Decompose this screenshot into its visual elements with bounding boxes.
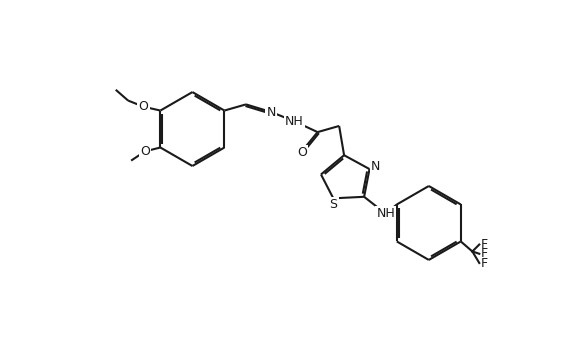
Text: F: F: [481, 247, 488, 260]
Text: F: F: [481, 238, 488, 251]
Text: NH: NH: [376, 207, 395, 220]
Text: N: N: [371, 160, 380, 173]
Text: F: F: [481, 257, 488, 269]
Text: O: O: [297, 146, 307, 159]
Text: O: O: [140, 145, 150, 158]
Text: NH: NH: [285, 115, 304, 128]
Text: N: N: [266, 106, 276, 119]
Text: O: O: [139, 100, 148, 113]
Text: S: S: [329, 198, 337, 211]
